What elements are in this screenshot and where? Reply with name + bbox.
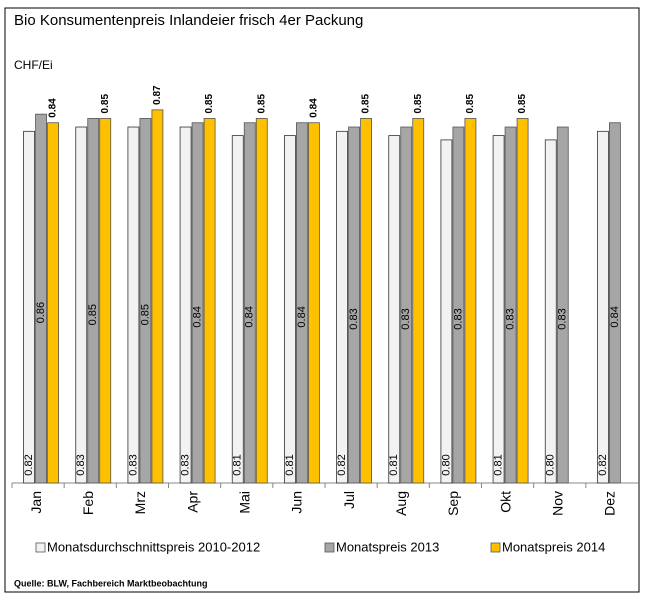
bar (87, 118, 100, 484)
value-label: 0.83 (557, 308, 569, 329)
bar (191, 122, 204, 484)
bar (609, 122, 621, 484)
x-tick-label: Feb (80, 491, 96, 515)
value-label: 0.83 (400, 308, 412, 329)
bar (296, 122, 308, 484)
bar (139, 118, 152, 484)
source-note: Quelle: BLW, Fachbereich Marktbeobachtun… (14, 578, 208, 588)
legend-label: Monatsdurchschnittspreis 2010-2012 (47, 539, 260, 554)
value-label: 0.81 (284, 454, 296, 475)
value-label: 0.84 (609, 306, 621, 327)
value-label: 0.85 (517, 94, 528, 114)
x-tick-label: Apr (184, 491, 200, 513)
value-label: 0.80 (545, 454, 557, 475)
value-label: 0.82 (23, 454, 35, 475)
bar (99, 118, 112, 484)
bar (151, 109, 164, 484)
value-label: 0.83 (75, 454, 87, 475)
bar (47, 122, 59, 484)
bar (388, 135, 401, 484)
value-label: 0.81 (492, 454, 504, 475)
value-label: 0.81 (232, 454, 244, 475)
x-tick-label: Jul (341, 491, 357, 509)
x-tick-label: Mai (236, 491, 252, 514)
value-label: 0.80 (440, 454, 452, 475)
legend-swatch (324, 542, 335, 553)
bar (504, 126, 517, 484)
value-label: 0.85 (256, 94, 267, 114)
value-label: 0.85 (361, 94, 372, 114)
value-label: 0.86 (35, 302, 47, 323)
chart-title: Bio Konsumentenpreis Inlandeier frisch 4… (14, 12, 363, 29)
bar (231, 135, 244, 484)
value-label: 0.82 (597, 454, 609, 475)
bar (203, 118, 216, 484)
bar (464, 118, 477, 484)
bar (400, 126, 413, 484)
bar (452, 126, 465, 484)
bar (544, 139, 557, 484)
x-tick-label: Sep (445, 491, 461, 516)
bar (255, 118, 268, 484)
value-label: 0.87 (152, 85, 163, 105)
value-label: 0.84 (48, 98, 59, 118)
bar (35, 113, 47, 484)
value-label: 0.83 (504, 308, 516, 329)
x-tick-label: Mrz (132, 491, 148, 514)
value-label: 0.84 (309, 98, 320, 118)
legend-label: Monatspreis 2013 (336, 539, 439, 554)
y-axis-label: CHF/Ei (14, 58, 53, 72)
x-tick-label: Aug (393, 491, 409, 516)
bar (243, 122, 256, 484)
value-label: 0.85 (100, 94, 111, 114)
value-label: 0.85 (87, 304, 99, 325)
value-label: 0.84 (296, 306, 308, 327)
x-tick-label: Jan (28, 491, 44, 514)
legend-label: Monatspreis 2014 (502, 539, 605, 554)
bar (336, 130, 348, 484)
bar (308, 122, 320, 484)
bar (360, 118, 372, 484)
value-label: 0.81 (388, 454, 400, 475)
bar (492, 135, 505, 484)
value-label: 0.83 (127, 454, 139, 475)
value-label: 0.85 (204, 94, 215, 114)
value-label: 0.83 (179, 454, 191, 475)
legend-swatch (490, 542, 501, 553)
bar (556, 126, 569, 484)
value-label: 0.85 (139, 304, 151, 325)
legend-swatch (35, 542, 46, 553)
value-label: 0.84 (191, 306, 203, 327)
bar (516, 118, 529, 484)
x-tick-label: Nov (549, 491, 565, 516)
value-label: 0.83 (348, 308, 360, 329)
value-label: 0.83 (452, 308, 464, 329)
x-tick-label: Dez (602, 491, 618, 516)
value-label: 0.84 (244, 306, 256, 327)
value-label: 0.82 (336, 454, 348, 475)
x-tick-label: Jun (289, 491, 305, 514)
bar (412, 118, 425, 484)
x-tick-label: Okt (497, 491, 513, 513)
bar (127, 126, 140, 484)
bar (179, 126, 192, 484)
value-label: 0.85 (465, 94, 476, 114)
bar (23, 130, 35, 484)
bar (75, 126, 88, 484)
bar (597, 130, 609, 484)
value-label: 0.85 (413, 94, 424, 114)
bar (348, 126, 360, 484)
bar (284, 135, 296, 484)
bar (440, 139, 453, 484)
